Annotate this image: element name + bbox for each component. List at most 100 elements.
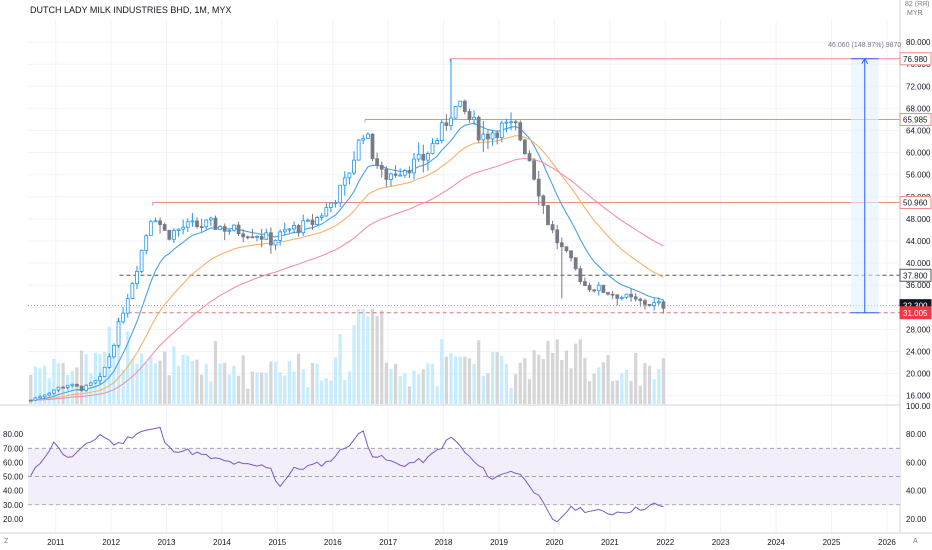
volume-bar xyxy=(449,353,453,404)
price-tick-label: 24.000 xyxy=(906,348,931,357)
volume-bar xyxy=(412,370,416,404)
volume-bar xyxy=(338,333,342,404)
volume-bar xyxy=(135,363,139,404)
volume-bar xyxy=(149,356,153,404)
time-tick-label: 2020 xyxy=(546,538,564,547)
volume-bar xyxy=(347,371,352,404)
candle-body xyxy=(467,111,472,120)
candle-body xyxy=(292,225,296,230)
volume-bar xyxy=(375,315,379,404)
price-tick-label: 40.000 xyxy=(906,259,931,268)
volume-bar xyxy=(273,361,278,404)
rsi-tick-label-right: 80.00 xyxy=(906,430,927,439)
candle-body xyxy=(375,158,379,166)
volume-bar xyxy=(52,358,56,404)
candle-body xyxy=(278,231,283,241)
volume-bar xyxy=(29,374,33,404)
volume-bar xyxy=(486,373,490,404)
candle-body xyxy=(172,230,176,240)
candle-body xyxy=(532,160,536,180)
time-tick-label: 2013 xyxy=(158,538,176,547)
candle-body xyxy=(213,217,218,230)
candle-body xyxy=(361,137,366,141)
rsi-pane: 100.00 80.00 60.00 40.00 20.00 80.00 70.00 60.0… xyxy=(3,402,931,524)
volume-bar xyxy=(79,350,84,404)
volume-bar xyxy=(190,360,195,404)
candle-body xyxy=(185,221,190,228)
auto-scale-button[interactable]: A xyxy=(913,538,918,545)
candle-body xyxy=(227,229,232,232)
rsi-tick-label-left: 80.00 xyxy=(3,430,24,439)
candle-body xyxy=(199,226,204,228)
time-tick-label: 2026 xyxy=(878,538,896,547)
candle-body xyxy=(578,268,583,283)
candle-body xyxy=(195,220,199,227)
time-tick-label: 2015 xyxy=(268,538,286,547)
volume-bar xyxy=(490,351,495,404)
volume-bar xyxy=(532,350,536,404)
volume-bar xyxy=(477,340,481,404)
candle-body xyxy=(555,229,560,244)
moving-averages xyxy=(30,122,664,401)
price-tick-label: 80.000 xyxy=(906,38,931,47)
volume-bar xyxy=(343,379,347,404)
candle-body xyxy=(65,385,70,388)
rsi-tick-label-left: 70.00 xyxy=(3,444,24,453)
volume-bar xyxy=(186,355,190,404)
volume-bar xyxy=(209,381,213,404)
time-tick-label: 2021 xyxy=(601,538,619,547)
time-tick-label: 2019 xyxy=(490,538,508,547)
candle-body xyxy=(222,226,227,232)
candle-body xyxy=(93,380,98,384)
candle-body xyxy=(550,224,555,231)
price-tick-label: 56.000 xyxy=(906,171,931,180)
candle-body xyxy=(559,242,564,248)
timezone-icon[interactable]: Z xyxy=(4,538,9,545)
candle-body xyxy=(444,122,449,126)
candle-body xyxy=(121,312,126,323)
volume-bar xyxy=(463,356,467,404)
price-tick-label: 72.000 xyxy=(906,82,931,91)
candle-body xyxy=(426,153,430,161)
candle-body xyxy=(61,386,65,389)
candle-body xyxy=(102,366,107,378)
candle-body xyxy=(51,389,56,394)
volume-bar xyxy=(647,365,652,404)
candle-body xyxy=(56,386,61,391)
horizontal-levels xyxy=(28,58,900,314)
rsi-line xyxy=(30,426,664,523)
candle-body xyxy=(33,397,38,401)
candle-body xyxy=(28,399,33,402)
volume-bar xyxy=(116,317,121,404)
candle-body xyxy=(98,376,102,382)
volume-bar xyxy=(56,363,61,404)
candle-body xyxy=(329,202,333,208)
volume-bar xyxy=(84,354,88,404)
candle-body xyxy=(181,226,186,230)
candle-body xyxy=(301,220,306,234)
candle-body xyxy=(596,284,601,292)
volume-bar xyxy=(472,363,476,404)
candle-body xyxy=(592,289,597,292)
measure-tool[interactable]: 46.060 (148.97%) 9870 xyxy=(828,42,901,314)
candle-body xyxy=(158,220,162,225)
volume-bar xyxy=(537,354,541,404)
volume-bar xyxy=(583,357,587,404)
rsi-tick-label-right: 40.00 xyxy=(906,487,927,496)
time-tick-label: 2011 xyxy=(47,538,65,547)
volume-bar xyxy=(278,372,282,404)
volume-bar xyxy=(121,370,125,404)
volume-bar xyxy=(615,380,619,404)
candle-body xyxy=(587,285,592,291)
volume-bar xyxy=(361,309,365,404)
volume-bar xyxy=(283,375,287,404)
candle-body xyxy=(347,172,352,179)
candle-body xyxy=(236,224,241,235)
time-tick-label: 2025 xyxy=(823,538,841,547)
candle-body xyxy=(536,178,541,197)
candle-body xyxy=(88,382,93,386)
candle-body xyxy=(472,116,476,120)
volume-bar xyxy=(181,354,185,404)
price-tick-label: 20.000 xyxy=(906,370,931,379)
